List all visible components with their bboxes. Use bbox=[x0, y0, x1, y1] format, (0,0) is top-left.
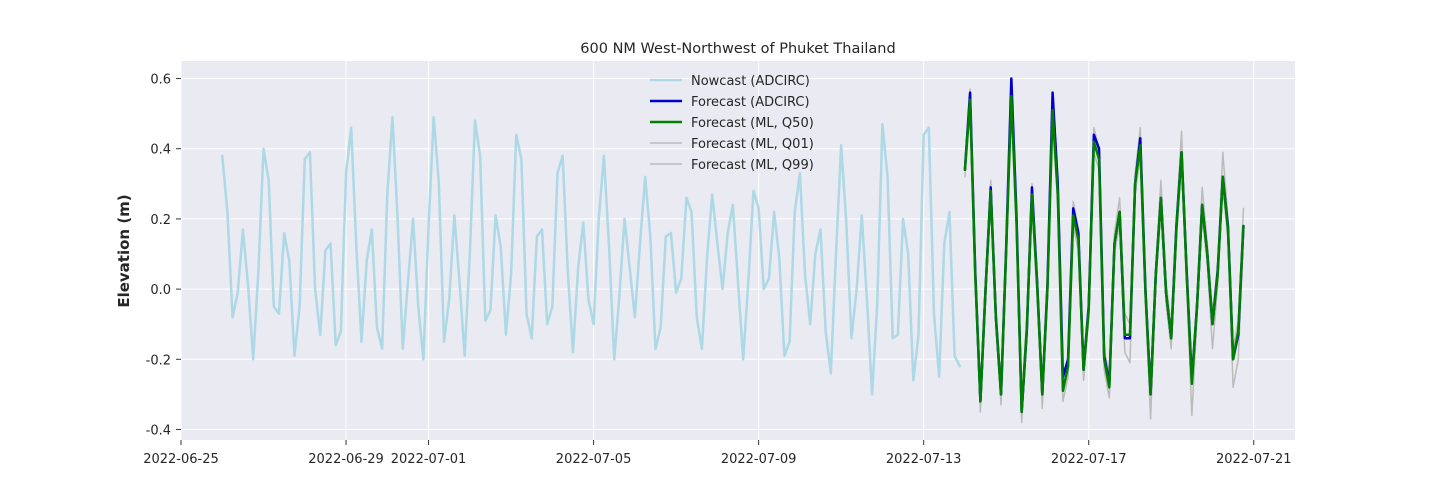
legend-label: Forecast (ML, Q99) bbox=[691, 158, 814, 173]
legend-label: Forecast (ML, Q50) bbox=[691, 116, 814, 131]
series-layer bbox=[221, 77, 1245, 424]
y-tick-label: 0.4 bbox=[150, 143, 171, 158]
x-tick-label: 2022-07-01 bbox=[391, 452, 467, 467]
chart-title: 600 NM West-Northwest of Phuket Thailand bbox=[580, 41, 895, 57]
y-tick-label: 0.2 bbox=[150, 213, 171, 228]
legend-label: Nowcast (ADCIRC) bbox=[691, 74, 810, 89]
y-tick-label: -0.2 bbox=[146, 353, 171, 368]
y-tick-label: 0.0 bbox=[150, 283, 171, 298]
y-tick-label: -0.4 bbox=[146, 423, 171, 438]
x-tick-label: 2022-07-05 bbox=[556, 452, 632, 467]
x-tick-label: 2022-07-17 bbox=[1051, 452, 1127, 467]
y-axis: -0.4 -0.2 0.0 0.2 0.4 0.6 bbox=[146, 73, 181, 438]
x-tick-label: 2022-07-21 bbox=[1216, 452, 1292, 467]
x-tick-label: 2022-06-29 bbox=[308, 452, 384, 467]
legend: Nowcast (ADCIRC) Forecast (ADCIRC) Forecas… bbox=[650, 74, 814, 173]
legend-label: Forecast (ML, Q01) bbox=[691, 137, 814, 152]
forecast-ml-q50-line bbox=[963, 94, 1245, 414]
x-tick-label: 2022-06-25 bbox=[143, 452, 219, 467]
y-axis-label: Elevation (m) bbox=[115, 194, 133, 307]
x-tick-label: 2022-07-09 bbox=[721, 452, 797, 467]
y-tick-label: 0.6 bbox=[150, 73, 171, 88]
x-axis: 2022-06-25 2022-06-29 2022-07-01 2022-07-05… bbox=[143, 440, 1292, 467]
nowcast-adcirc-line bbox=[221, 115, 962, 396]
x-tick-label: 2022-07-13 bbox=[886, 452, 962, 467]
legend-label: Forecast (ADCIRC) bbox=[691, 95, 810, 110]
